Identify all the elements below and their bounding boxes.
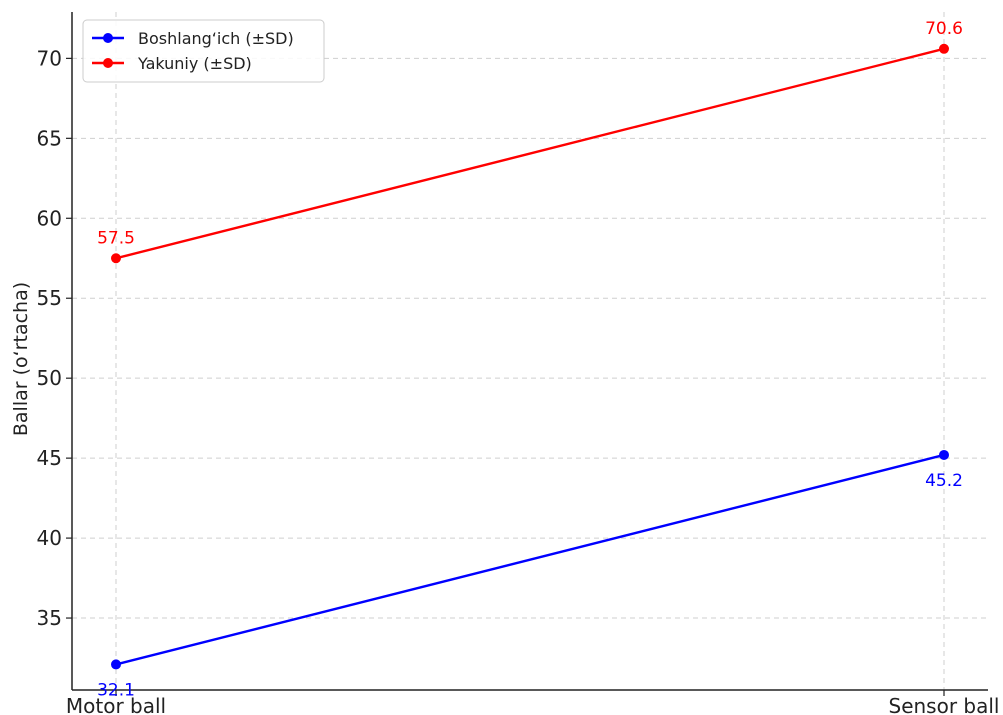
- y-tick-label: 45: [37, 446, 62, 470]
- legend-marker: [103, 58, 113, 68]
- data-label: 70.6: [925, 19, 963, 39]
- x-tick-label: Motor ball: [66, 694, 166, 715]
- y-tick-label: 40: [37, 526, 62, 550]
- series: 32.1 45.2 57.5 70.6: [97, 19, 963, 701]
- data-point: [111, 253, 121, 264]
- y-axis-title: Ballar (o‘rtacha): [10, 282, 32, 436]
- data-point: [939, 449, 949, 460]
- x-tick-label: Sensor ball: [889, 694, 1000, 715]
- data-label: 57.5: [97, 228, 135, 248]
- data-label: 32.1: [97, 680, 135, 700]
- y-tick-label: 55: [37, 286, 62, 310]
- y-tick-label: 65: [37, 126, 62, 150]
- tick-labels: 35 40 45 50 55 60 65 70 Motor ball Sensor ball: [37, 46, 1000, 715]
- grid: [72, 12, 988, 690]
- series-line: [115, 47, 945, 260]
- series-line: [115, 453, 945, 666]
- data-label: 45.2: [925, 471, 963, 491]
- y-tick-label: 70: [37, 46, 62, 70]
- y-tick-label: 50: [37, 366, 62, 390]
- legend-label: Yakuniy (±SD): [137, 54, 252, 73]
- legend-box: [82, 19, 325, 83]
- series-0: 32.1 45.2: [97, 449, 963, 700]
- data-point: [111, 659, 121, 670]
- legend: Boshlang‘ich (±SD) Yakuniy (±SD): [82, 19, 325, 83]
- data-point: [939, 43, 949, 54]
- series-1: 57.5 70.6: [97, 19, 963, 264]
- legend-marker: [103, 33, 113, 43]
- axes: [71, 12, 988, 691]
- y-tick-label: 35: [37, 606, 62, 630]
- legend-label: Boshlang‘ich (±SD): [138, 29, 294, 48]
- y-tick-label: 60: [37, 206, 62, 230]
